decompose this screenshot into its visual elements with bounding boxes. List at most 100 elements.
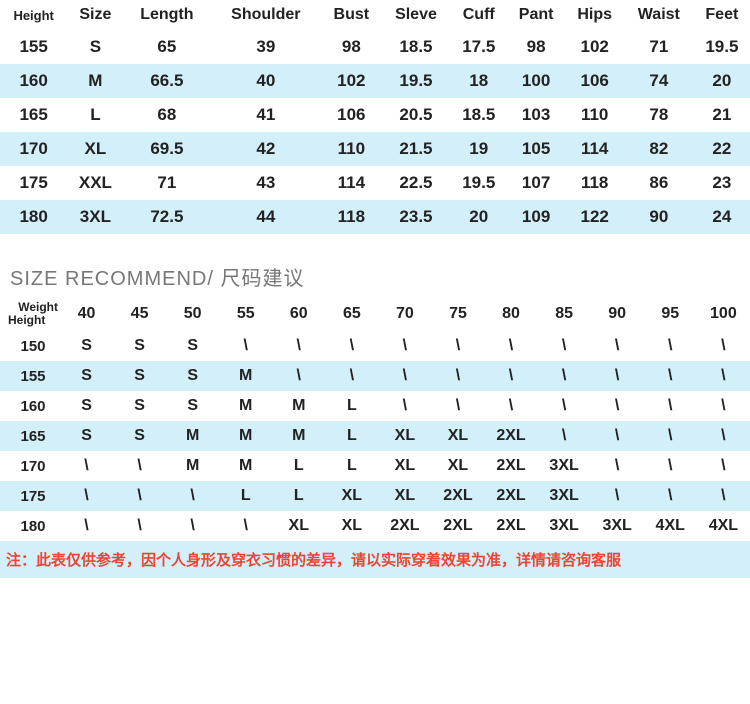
- rec-cell: \: [644, 421, 697, 451]
- size-col-size: Size: [67, 0, 123, 30]
- size-col-height: Height: [0, 0, 67, 30]
- rec-cell: \: [697, 481, 750, 511]
- weight-header: 80: [485, 297, 538, 331]
- rec-cell: \: [591, 421, 644, 451]
- size-col-pant: Pant: [507, 0, 566, 30]
- size-cell: 43: [210, 166, 321, 200]
- rec-cell: M: [166, 451, 219, 481]
- size-cell: 122: [565, 200, 624, 234]
- rec-cell: \: [538, 331, 591, 361]
- size-cell: 19: [451, 132, 507, 166]
- size-cell: L: [67, 98, 123, 132]
- weight-header: 55: [219, 297, 272, 331]
- size-cell: 18: [451, 64, 507, 98]
- size-row: 160M66.54010219.5181001067420: [0, 64, 750, 98]
- size-cell: 82: [624, 132, 694, 166]
- rec-cell: \: [538, 361, 591, 391]
- rec-cell: M: [272, 391, 325, 421]
- size-cell: 66.5: [123, 64, 210, 98]
- rec-cell: XL: [431, 451, 484, 481]
- rec-row: 160SSSMML\\\\\\\: [0, 391, 750, 421]
- size-cell: 23.5: [381, 200, 450, 234]
- rec-cell: \: [272, 361, 325, 391]
- height-header: 165: [0, 421, 60, 451]
- rec-cell: 2XL: [485, 451, 538, 481]
- size-cell: XXL: [67, 166, 123, 200]
- size-row: 175XXL714311422.519.51071188623: [0, 166, 750, 200]
- rec-cell: \: [485, 391, 538, 421]
- weight-header: 60: [272, 297, 325, 331]
- rec-cell: \: [644, 331, 697, 361]
- size-cell: 90: [624, 200, 694, 234]
- weight-header: 75: [431, 297, 484, 331]
- size-cell: 165: [0, 98, 67, 132]
- size-cell: 24: [694, 200, 750, 234]
- size-cell: 65: [123, 30, 210, 64]
- rec-cell: \: [60, 451, 113, 481]
- footer-note: 注：此表仅供参考，因个人身形及穿衣习惯的差异，请以实际穿着效果为准，详情请咨询客…: [0, 541, 750, 578]
- size-cell: 110: [565, 98, 624, 132]
- size-cell: 107: [507, 166, 566, 200]
- size-recommend-table: WeightHeight404550556065707580859095100 …: [0, 297, 750, 541]
- size-cell: 86: [624, 166, 694, 200]
- rec-cell: \: [60, 481, 113, 511]
- size-cell: XL: [67, 132, 123, 166]
- size-cell: 19.5: [694, 30, 750, 64]
- weight-header: 70: [378, 297, 431, 331]
- rec-cell: \: [113, 511, 166, 541]
- height-header: 160: [0, 391, 60, 421]
- rec-cell: M: [272, 421, 325, 451]
- rec-cell: \: [644, 451, 697, 481]
- rec-row: 175\\\LLXLXL2XL2XL3XL\\\: [0, 481, 750, 511]
- rec-row: 155SSSM\\\\\\\\\: [0, 361, 750, 391]
- size-cell: 71: [123, 166, 210, 200]
- rec-cell: \: [431, 361, 484, 391]
- size-cell: 98: [507, 30, 566, 64]
- size-cell: 74: [624, 64, 694, 98]
- rec-cell: L: [325, 421, 378, 451]
- rec-cell: \: [697, 361, 750, 391]
- rec-cell: 2XL: [485, 481, 538, 511]
- size-row: 155S65399818.517.5981027119.5: [0, 30, 750, 64]
- size-col-shoulder: Shoulder: [210, 0, 321, 30]
- size-row: 170XL69.54211021.5191051148222: [0, 132, 750, 166]
- rec-cell: 3XL: [538, 481, 591, 511]
- rec-cell: XL: [431, 421, 484, 451]
- size-cell: 102: [565, 30, 624, 64]
- rec-row: 165SSMMMLXLXL2XL\\\\: [0, 421, 750, 451]
- rec-cell: \: [697, 391, 750, 421]
- size-col-sleve: Sleve: [381, 0, 450, 30]
- rec-cell: M: [219, 391, 272, 421]
- size-cell: 109: [507, 200, 566, 234]
- weight-header: 45: [113, 297, 166, 331]
- size-cell: 105: [507, 132, 566, 166]
- size-cell: 41: [210, 98, 321, 132]
- size-measurement-table: HeightSizeLengthShoulderBustSleveCuffPan…: [0, 0, 750, 234]
- rec-cell: 2XL: [431, 481, 484, 511]
- rec-cell: S: [166, 331, 219, 361]
- rec-cell: L: [219, 481, 272, 511]
- weight-header: 100: [697, 297, 750, 331]
- size-cell: 20.5: [381, 98, 450, 132]
- size-cell: 114: [565, 132, 624, 166]
- size-col-bust: Bust: [321, 0, 381, 30]
- rec-cell: S: [113, 391, 166, 421]
- rec-cell: \: [272, 331, 325, 361]
- size-col-length: Length: [123, 0, 210, 30]
- rec-cell: \: [378, 331, 431, 361]
- weight-header: 40: [60, 297, 113, 331]
- rec-cell: \: [485, 331, 538, 361]
- height-header: 155: [0, 361, 60, 391]
- size-cell: 21.5: [381, 132, 450, 166]
- rec-cell: \: [431, 331, 484, 361]
- size-cell: 3XL: [67, 200, 123, 234]
- section-title: SIZE RECOMMEND/ 尺码建议: [10, 262, 750, 291]
- rec-cell: \: [591, 331, 644, 361]
- size-cell: 180: [0, 200, 67, 234]
- rec-cell: 3XL: [538, 511, 591, 541]
- rec-cell: \: [697, 421, 750, 451]
- rec-cell: \: [485, 361, 538, 391]
- rec-cell: \: [591, 391, 644, 421]
- rec-cell: \: [644, 361, 697, 391]
- rec-cell: \: [113, 451, 166, 481]
